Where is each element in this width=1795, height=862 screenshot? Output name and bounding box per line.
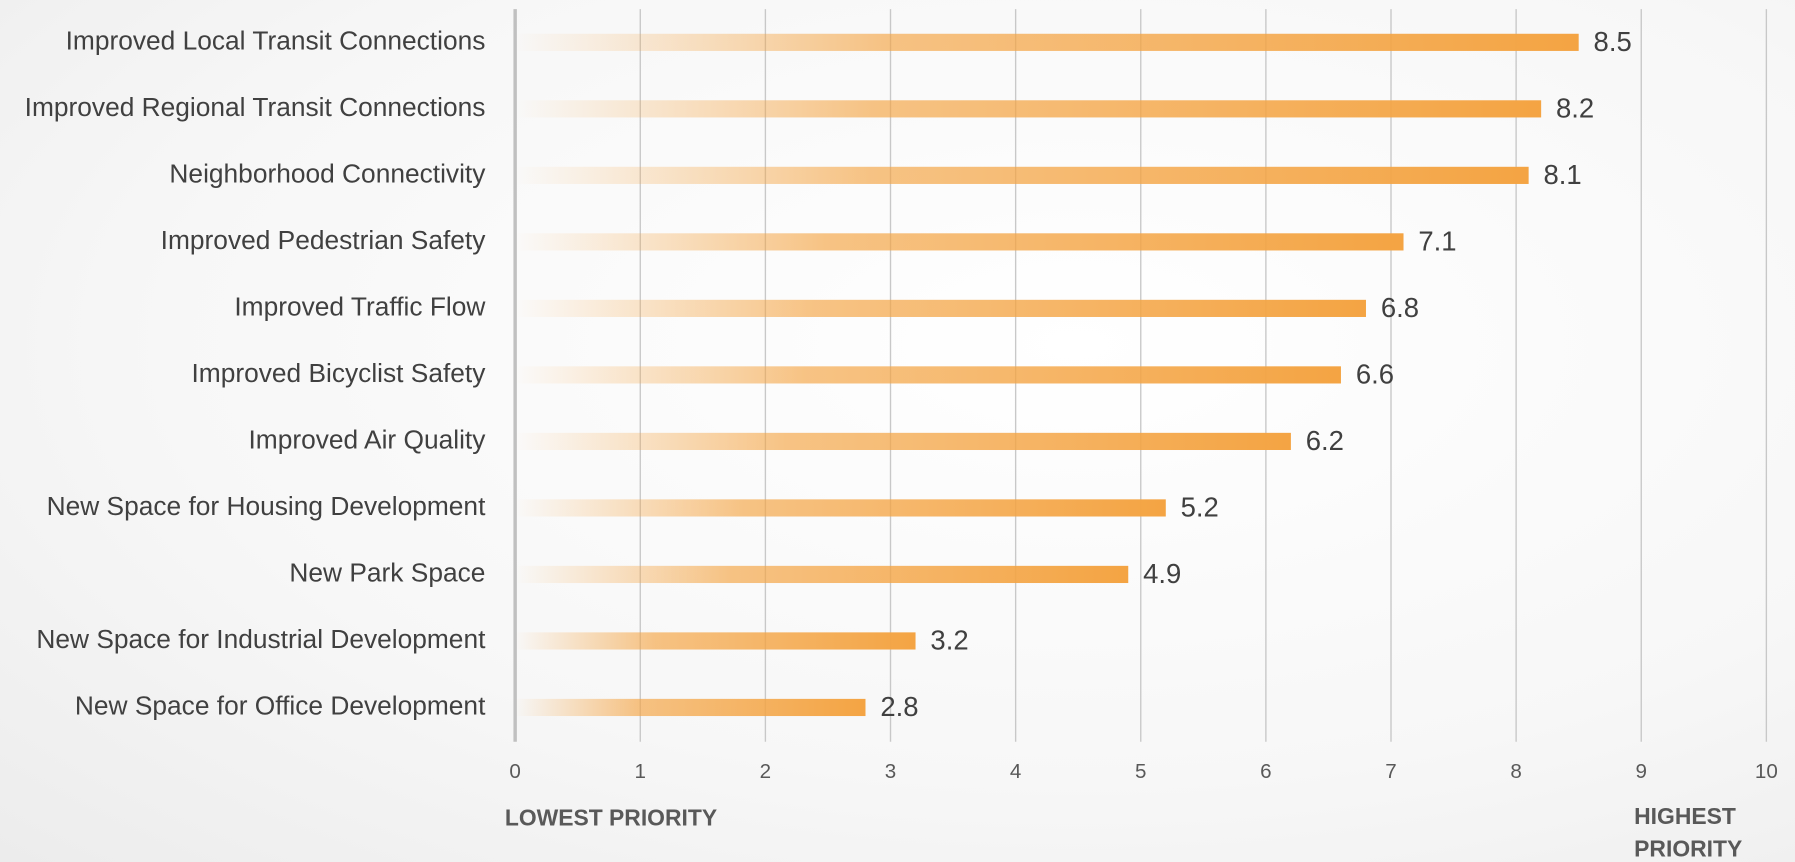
y-tick-label: Improved Local Transit Connections bbox=[66, 25, 486, 55]
annotation-box: HIGHEST PRIORITY bbox=[1634, 804, 1743, 862]
x-tick-label: 9 bbox=[1636, 760, 1647, 783]
x-tick-label: 2 bbox=[760, 760, 771, 783]
bar bbox=[515, 698, 866, 717]
bar bbox=[515, 366, 1341, 384]
bar bbox=[515, 233, 1404, 251]
value-label: 8.1 bbox=[1544, 159, 1582, 190]
annotation: HIGHEST PRIORITY bbox=[1634, 804, 1743, 862]
x-tick-label: 10 bbox=[1755, 760, 1778, 783]
y-tick-label: Improved Air Quality bbox=[248, 424, 486, 454]
y-tick-label: New Space for Industrial Development bbox=[36, 624, 486, 654]
y-tick-label: Improved Pedestrian Safety bbox=[161, 225, 487, 255]
value-label: 4.9 bbox=[1143, 558, 1181, 589]
y-tick-label: New Park Space bbox=[289, 557, 485, 587]
value-label: 3.2 bbox=[930, 624, 968, 655]
y-tick-label: Improved Traffic Flow bbox=[234, 291, 486, 321]
value-label: 6.2 bbox=[1306, 425, 1344, 456]
value-label: 6.8 bbox=[1381, 292, 1419, 323]
y-tick-label: New Space for Housing Development bbox=[47, 491, 486, 521]
x-tick-label: 5 bbox=[1135, 760, 1146, 783]
x-tick-label: 1 bbox=[635, 760, 646, 783]
bar bbox=[515, 100, 1542, 118]
x-tick-label: 6 bbox=[1260, 760, 1271, 783]
bar bbox=[515, 299, 1366, 317]
value-label: 2.8 bbox=[880, 691, 918, 722]
x-tick-label: 8 bbox=[1510, 760, 1521, 783]
bar bbox=[515, 432, 1291, 451]
bar bbox=[515, 166, 1529, 184]
bar bbox=[515, 499, 1166, 517]
value-label: 7.1 bbox=[1418, 225, 1456, 256]
value-label: 8.5 bbox=[1594, 26, 1632, 57]
y-tick-label: New Space for Office Development bbox=[75, 690, 486, 720]
y-tick-label: Neighborhood Connectivity bbox=[169, 158, 486, 188]
y-tick-label: Improved Regional Transit Connections bbox=[25, 92, 486, 122]
value-label: 8.2 bbox=[1556, 92, 1594, 123]
value-label: 5.2 bbox=[1181, 491, 1219, 522]
annotation: LOWEST PRIORITY bbox=[505, 805, 717, 831]
x-tick-label: 7 bbox=[1385, 760, 1396, 783]
bar bbox=[515, 33, 1579, 51]
bar bbox=[515, 632, 916, 650]
bar bbox=[515, 565, 1129, 584]
value-label: 6.6 bbox=[1356, 358, 1394, 389]
x-tick-label: 4 bbox=[1010, 760, 1021, 783]
x-tick-label: 0 bbox=[509, 760, 520, 783]
y-tick-label: Improved Bicyclist Safety bbox=[191, 358, 486, 388]
x-tick-label: 3 bbox=[885, 760, 896, 783]
